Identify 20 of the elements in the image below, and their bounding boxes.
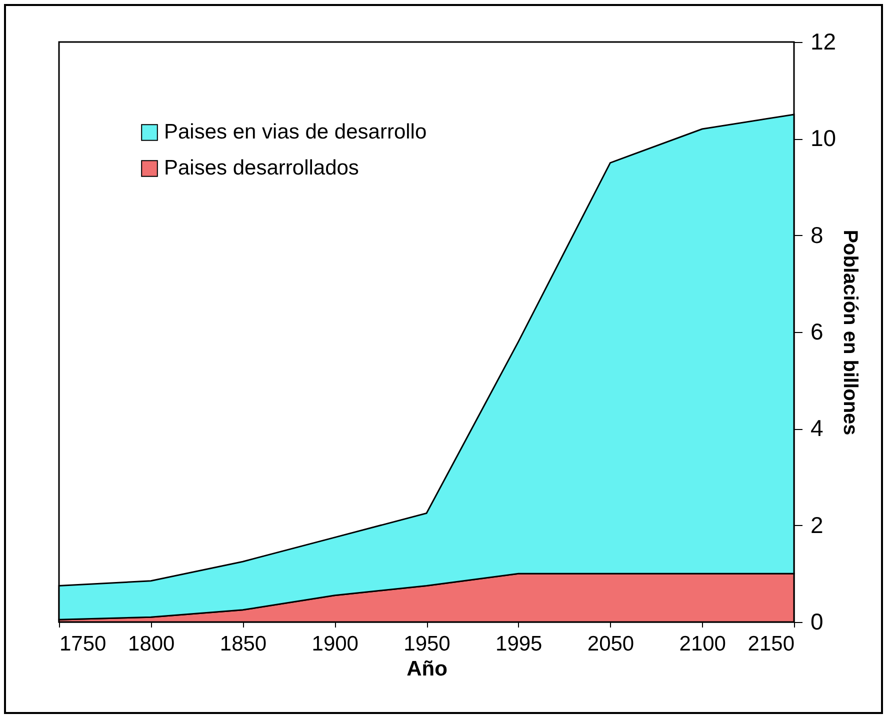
y-tick-label: 12 <box>810 28 836 54</box>
y-axis-title: Población en billones <box>839 230 862 436</box>
x-tick-label: 1850 <box>220 632 267 656</box>
y-tick-label: 4 <box>810 415 824 442</box>
x-tick-label: 1900 <box>312 632 358 656</box>
y-tick-label: 6 <box>810 318 824 344</box>
x-tick-label: 2150 <box>748 632 794 656</box>
x-tick-label: 1800 <box>128 632 175 656</box>
x-tick-label: 1750 <box>60 632 106 656</box>
legend-label: Paises desarrollados <box>164 156 359 180</box>
x-tick-label: 2100 <box>679 632 726 656</box>
x-tick-label: 1995 <box>496 632 542 656</box>
y-tick-label: 10 <box>810 125 836 152</box>
x-tick-label: 1950 <box>404 632 450 656</box>
x-axis-title: Año <box>406 658 448 680</box>
y-tick-label: 8 <box>810 222 824 248</box>
y-tick-label: 0 <box>810 608 824 634</box>
y-tick-label: 2 <box>810 512 824 538</box>
legend-label: Paises en vias de desarrollo <box>164 120 427 144</box>
x-tick-label: 2050 <box>587 632 634 656</box>
